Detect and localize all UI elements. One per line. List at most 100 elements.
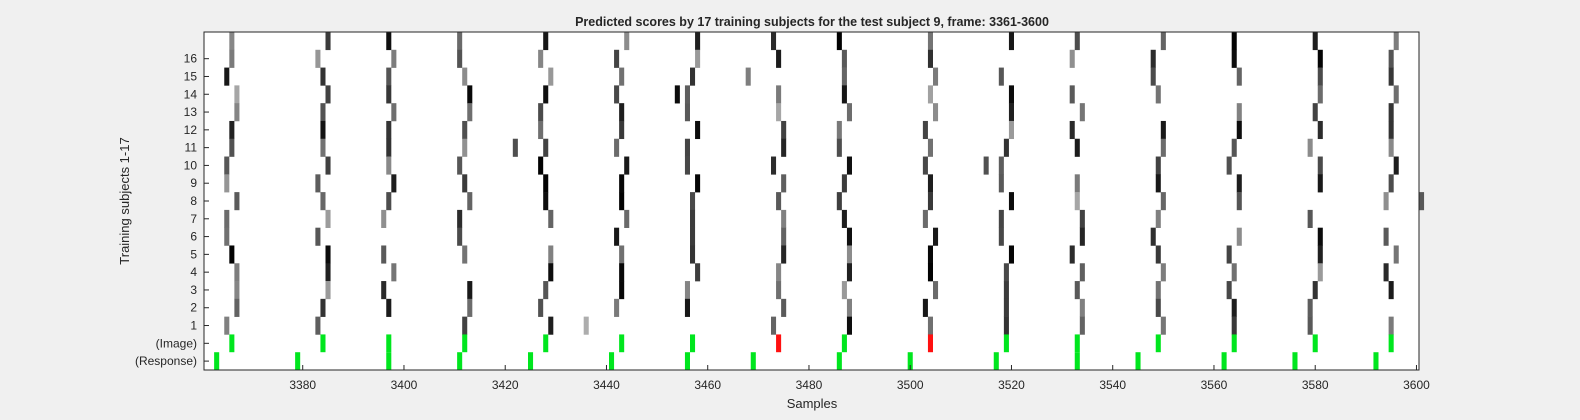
score-cell (234, 263, 240, 282)
score-cell (320, 120, 326, 140)
score-cell (1074, 192, 1080, 211)
score-cell (781, 298, 787, 317)
y-tick-label: (Image) (156, 336, 197, 350)
score-cell (1074, 174, 1080, 193)
score-cell (391, 49, 397, 68)
score-cell (1231, 138, 1237, 157)
score-cell (1317, 156, 1323, 175)
response-marker (1292, 352, 1298, 370)
score-cell (229, 120, 235, 140)
score-cell (381, 245, 387, 264)
score-cell (315, 49, 321, 68)
score-cell (1008, 32, 1014, 51)
score-cell (386, 120, 392, 140)
response-marker (1221, 352, 1227, 370)
score-cell (1383, 227, 1389, 246)
y-tick-label: 8 (190, 194, 197, 208)
score-cell (512, 138, 518, 157)
score-cell (391, 103, 397, 122)
score-cell (1069, 120, 1075, 140)
score-cell (927, 174, 933, 193)
score-cell (836, 138, 842, 157)
image-marker (927, 334, 933, 353)
score-cell (927, 85, 933, 104)
score-cell (1236, 192, 1242, 211)
score-cell (1236, 120, 1242, 140)
score-cell (846, 316, 852, 335)
x-tick-label: 3380 (289, 378, 316, 392)
score-cell (234, 103, 240, 122)
score-cell (325, 245, 331, 264)
score-cell (684, 103, 690, 122)
score-cell (922, 120, 928, 140)
score-cell (690, 209, 696, 228)
score-cell (776, 103, 782, 122)
score-cell (538, 298, 544, 317)
score-cell (684, 138, 690, 157)
score-cell (695, 120, 701, 140)
score-cell (695, 49, 701, 68)
score-cell (1393, 85, 1399, 104)
score-cell (1388, 120, 1394, 140)
score-cell (1388, 138, 1394, 157)
score-cell (781, 245, 787, 264)
score-cell (1388, 174, 1394, 193)
score-cell (538, 103, 544, 122)
score-cell (846, 156, 852, 175)
score-cell (391, 263, 397, 282)
score-cell (1079, 263, 1085, 282)
score-cell (1236, 174, 1242, 193)
x-tick-label: 3560 (1201, 378, 1228, 392)
score-cell (619, 263, 625, 282)
score-cell (1008, 245, 1014, 264)
y-tick-label: 7 (190, 212, 197, 226)
score-cell (538, 156, 544, 175)
score-cell (933, 281, 939, 300)
score-cell (229, 32, 235, 51)
image-marker (229, 334, 235, 353)
score-cell (224, 156, 230, 175)
image-marker (1074, 334, 1080, 353)
score-cell (543, 281, 549, 300)
score-cell (1003, 263, 1009, 282)
score-cell (467, 281, 473, 300)
score-cell (781, 209, 787, 228)
score-cell (781, 138, 787, 157)
score-cell (1317, 174, 1323, 193)
score-cell (771, 32, 777, 51)
score-cell (1317, 49, 1323, 68)
image-marker (1155, 334, 1161, 353)
x-tick-label: 3420 (492, 378, 519, 392)
score-cell (234, 192, 240, 211)
score-cell (836, 120, 842, 140)
score-cell (1307, 316, 1313, 335)
score-cell (619, 281, 625, 300)
score-cell (1307, 209, 1313, 228)
response-marker (295, 352, 301, 370)
y-tick-label: 11 (185, 141, 198, 155)
image-marker (619, 334, 625, 353)
score-cell (776, 85, 782, 104)
score-cell (1317, 227, 1323, 246)
score-cell (1160, 316, 1166, 335)
score-cell (846, 227, 852, 246)
response-marker (1373, 352, 1379, 370)
score-cell (462, 120, 468, 140)
score-cell (846, 263, 852, 282)
response-marker (609, 352, 615, 370)
score-cell (1226, 245, 1232, 264)
score-cell (543, 174, 549, 193)
score-cell (543, 138, 549, 157)
score-cell (224, 209, 230, 228)
y-tick-label: 3 (190, 283, 197, 297)
score-cell (1008, 120, 1014, 140)
score-cell (927, 32, 933, 51)
score-cell (1388, 281, 1394, 300)
score-cell (462, 316, 468, 335)
score-cell (467, 298, 473, 317)
response-marker (1074, 352, 1080, 370)
score-cell (841, 67, 847, 86)
score-cell (1069, 85, 1075, 104)
image-marker (1388, 334, 1394, 353)
